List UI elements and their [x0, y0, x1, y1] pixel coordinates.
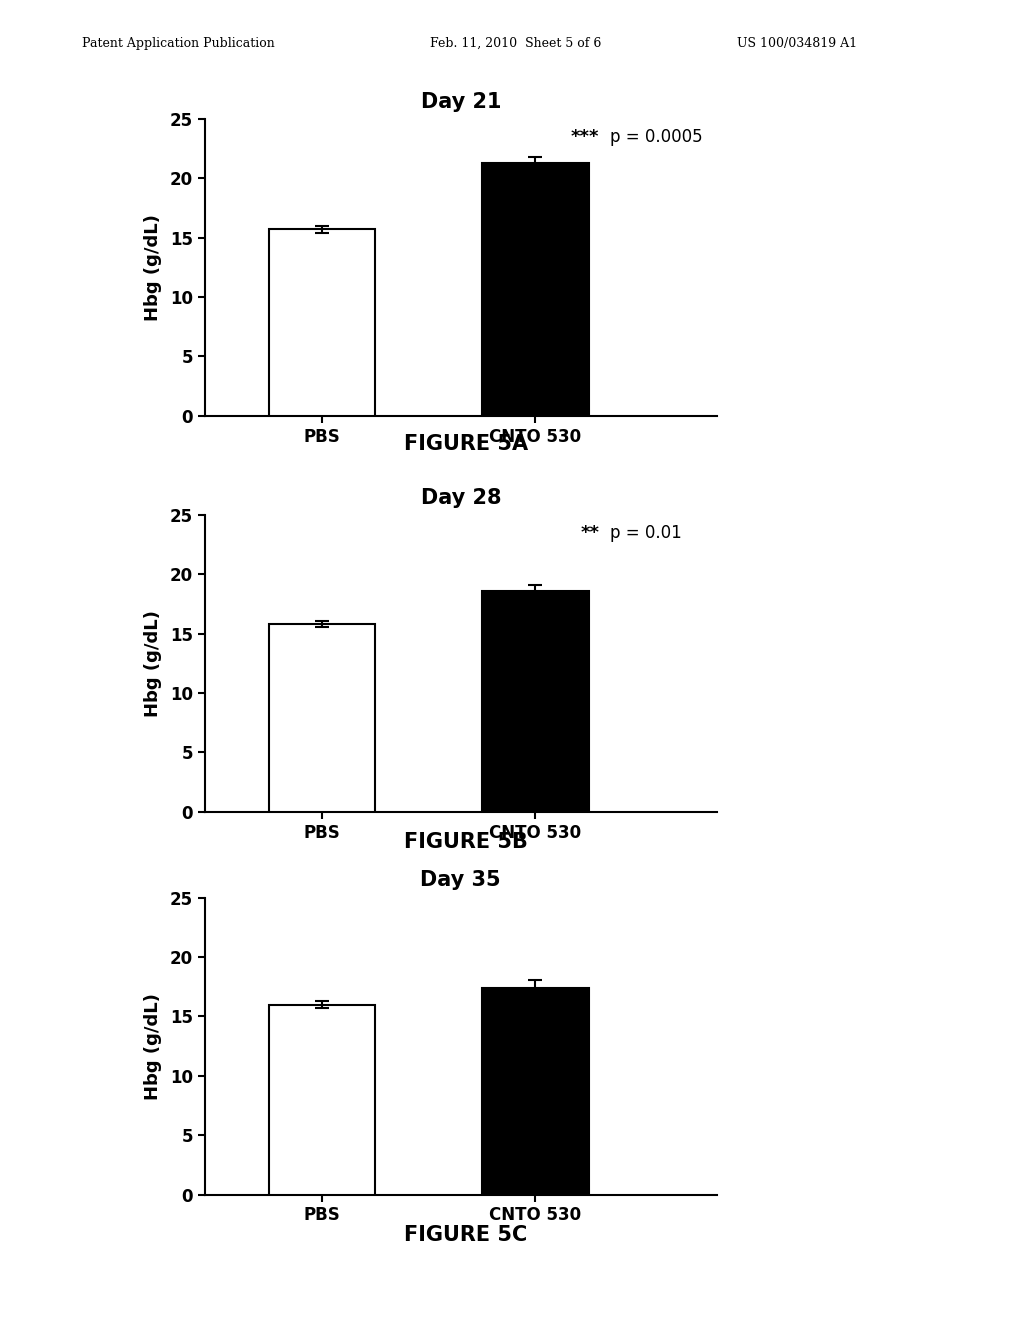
Title: Day 35: Day 35	[421, 870, 501, 891]
Bar	[268, 624, 376, 812]
Text: FIGURE 5B: FIGURE 5B	[404, 832, 527, 851]
Text: FIGURE 5A: FIGURE 5A	[403, 434, 528, 454]
Text: p = 0.0005: p = 0.0005	[610, 128, 702, 145]
Bar	[268, 1005, 376, 1195]
Title: Day 28: Day 28	[421, 487, 501, 508]
Y-axis label: Hbg (g/dL): Hbg (g/dL)	[143, 610, 162, 717]
Text: p = 0.01: p = 0.01	[610, 524, 682, 541]
Y-axis label: Hbg (g/dL): Hbg (g/dL)	[143, 993, 162, 1100]
Bar	[482, 591, 589, 812]
Text: ***: ***	[571, 128, 599, 145]
Text: **: **	[581, 524, 599, 541]
Text: Patent Application Publication: Patent Application Publication	[82, 37, 274, 50]
Bar	[482, 162, 589, 416]
Text: US 100/034819 A1: US 100/034819 A1	[737, 37, 857, 50]
Text: FIGURE 5C: FIGURE 5C	[404, 1225, 527, 1245]
Title: Day 21: Day 21	[421, 91, 501, 112]
Bar	[482, 987, 589, 1195]
Text: Feb. 11, 2010  Sheet 5 of 6: Feb. 11, 2010 Sheet 5 of 6	[430, 37, 601, 50]
Y-axis label: Hbg (g/dL): Hbg (g/dL)	[143, 214, 162, 321]
Bar	[268, 230, 376, 416]
